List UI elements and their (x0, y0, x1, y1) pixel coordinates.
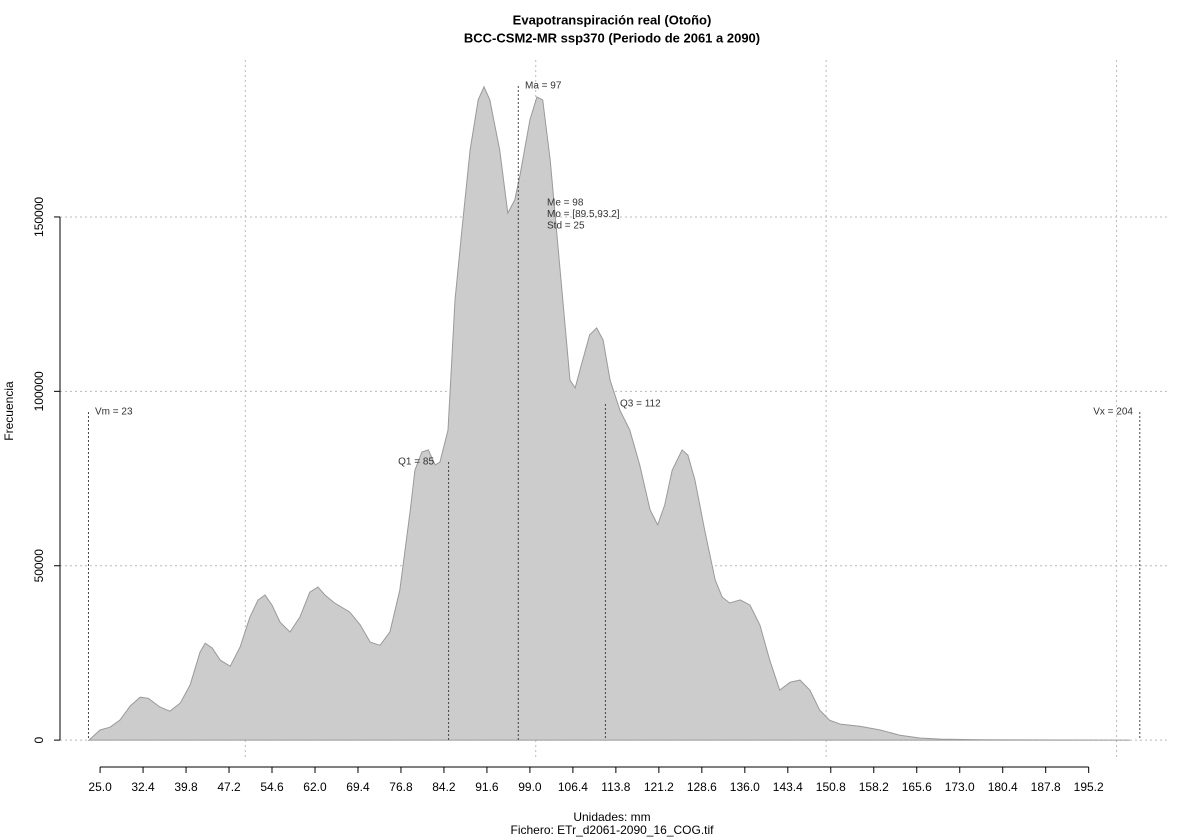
x-tick-label: 47.2 (217, 780, 241, 794)
y-tick-label: 0 (32, 736, 46, 743)
x-tick-label: 128.6 (687, 780, 717, 794)
x-tick-label: 106.4 (558, 780, 588, 794)
x-tick-label: 69.4 (346, 780, 370, 794)
x-tick-label: 150.8 (816, 780, 846, 794)
x-tick-label: 54.6 (260, 780, 284, 794)
x-tick-label: 180.4 (988, 780, 1018, 794)
x-tick-label: 121.2 (644, 780, 674, 794)
x-tick-label: 113.8 (601, 780, 630, 794)
x-tick-label: 91.6 (475, 780, 499, 794)
y-tick-label: 100000 (32, 371, 46, 411)
x-tick-label: 173.0 (945, 780, 975, 794)
x-tick-label: 187.8 (1031, 780, 1061, 794)
y-axis-label: Frecuencia (2, 381, 16, 441)
x-tick-label: 99.0 (518, 780, 542, 794)
chart-subtitle: BCC-CSM2-MR ssp370 (Periodo de 2061 a 20… (464, 30, 760, 45)
x-tick-label: 84.2 (432, 780, 456, 794)
x-tick-label: 143.4 (773, 780, 803, 794)
x-tick-label: 195.2 (1074, 780, 1104, 794)
marker-label: Q1 = 85 (398, 457, 434, 468)
marker-label: Q3 = 112 (620, 399, 661, 410)
x-tick-label: 158.2 (859, 780, 889, 794)
x-tick-label: 25.0 (88, 780, 112, 794)
x-tick-label: 39.8 (174, 780, 198, 794)
x-tick-label: 62.0 (303, 780, 327, 794)
density-area (87, 85, 1130, 741)
stat-label: Mo = [89.5,93.2] (547, 209, 620, 220)
caption: Fichero: ETr_d2061-2090_16_COG.tif (511, 823, 715, 837)
y-tick-label: 50000 (32, 549, 46, 583)
marker-label: Ma = 97 (525, 81, 562, 92)
x-tick-label: 32.4 (131, 780, 155, 794)
y-tick-label: 150000 (32, 197, 46, 237)
stat-label: Me = 98 (547, 198, 584, 209)
x-tick-label: 76.8 (389, 780, 413, 794)
marker-label: Vx = 204 (1093, 407, 1133, 418)
x-axis-label: Unidades: mm (573, 810, 650, 824)
chart-title: Evapotranspiración real (Otoño) (513, 12, 712, 27)
marker-label: Vm = 23 (95, 407, 133, 418)
stat-label: Std = 25 (547, 221, 585, 232)
x-tick-label: 136.0 (730, 780, 760, 794)
x-tick-label: 165.6 (902, 780, 932, 794)
